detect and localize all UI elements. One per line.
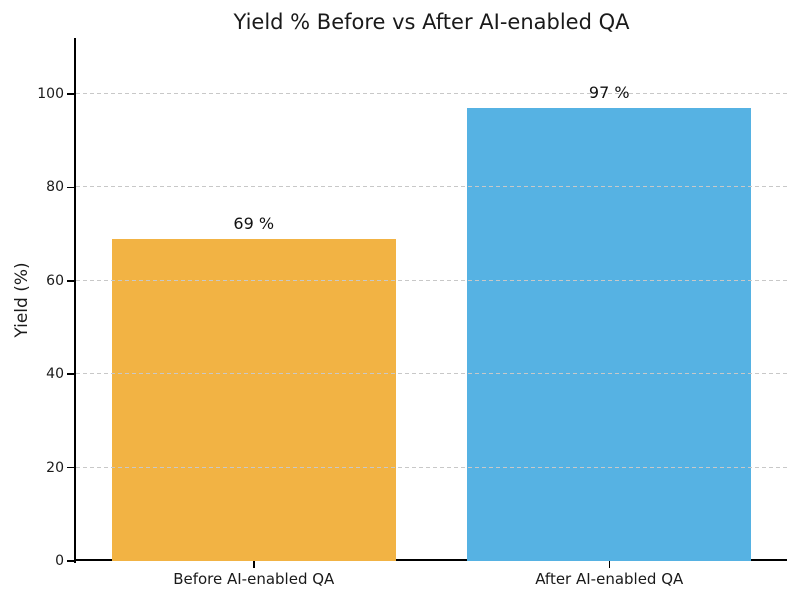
y-tick-label: 80	[46, 179, 64, 196]
bar-after-ai-enabled-qa	[467, 108, 752, 561]
y-tick-label: 40	[46, 366, 64, 383]
gridline-y100	[76, 93, 787, 95]
x-tick-mark	[253, 561, 255, 568]
x-tick-label-before-ai-enabled-qa: Before AI-enabled QA	[173, 570, 335, 588]
gridline-y80	[76, 186, 787, 188]
y-tick-label: 0	[55, 553, 64, 569]
y-tick-mark	[67, 373, 74, 375]
y-tick-label: 60	[46, 272, 64, 289]
plot-area: 69 % 97 %	[76, 38, 787, 561]
y-tick-mark	[67, 186, 74, 189]
y-tick-label: 100	[37, 86, 64, 103]
chart-title: Yield % Before vs After AI-enabled QA	[233, 10, 630, 34]
gridline-y60	[76, 279, 787, 281]
y-tick-label: 20	[46, 459, 64, 476]
x-tick-label-after-ai-enabled-qa: After AI-enabled QA	[535, 570, 684, 588]
y-tick-mark	[67, 560, 74, 562]
x-axis-spine	[74, 559, 787, 561]
y-tick-mark	[67, 280, 74, 282]
gridline-y40	[76, 373, 787, 375]
gridline-y20	[76, 466, 787, 468]
y-tick-mark	[67, 93, 74, 95]
y-tick-mark	[67, 466, 74, 469]
y-axis-spine	[74, 38, 76, 563]
x-tick-mark	[608, 561, 610, 568]
bar-value-label: 97 %	[588, 83, 630, 103]
bar-before-ai-enabled-qa	[111, 238, 396, 561]
bar-value-label: 69 %	[233, 213, 275, 233]
